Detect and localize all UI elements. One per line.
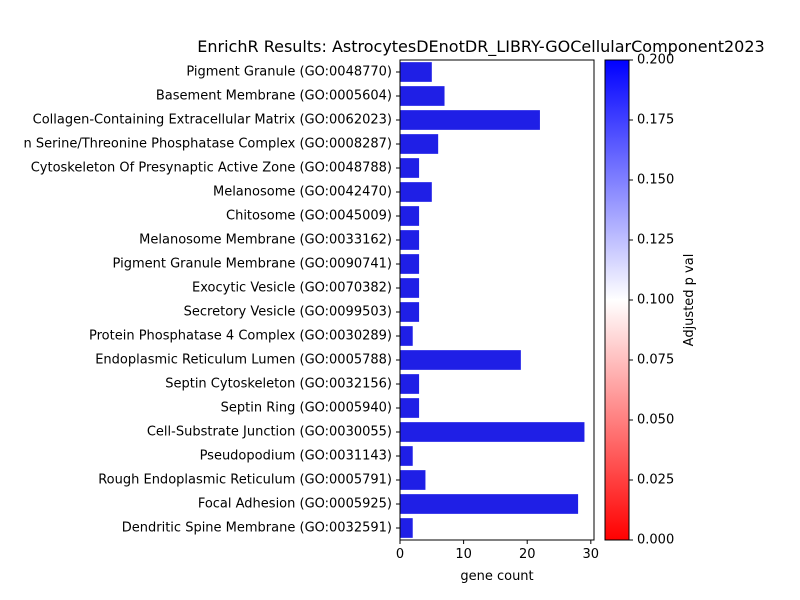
bar (400, 86, 445, 106)
bar (400, 230, 420, 250)
colorbar-tick-label: 0.025 (637, 473, 674, 488)
y-tick-label: Basement Membrane (GO:0005604) (156, 89, 392, 104)
y-tick-label: n Serine/Threonine Phosphatase Complex (… (24, 137, 393, 152)
bar (400, 110, 540, 130)
bar (400, 134, 439, 154)
x-tick-label: 20 (519, 547, 536, 562)
y-tick-label: Pigment Granule (GO:0048770) (186, 65, 392, 80)
bar (400, 182, 432, 202)
bars-group (400, 62, 585, 538)
y-tick-label: Pseudopodium (GO:0031143) (200, 449, 392, 464)
colorbar-tick-label: 0.100 (637, 293, 674, 308)
y-tick-label: Pigment Granule Membrane (GO:0090741) (113, 257, 392, 272)
x-tick-label: 0 (396, 547, 404, 562)
colorbar-tick-label: 0.000 (637, 533, 674, 548)
bar (400, 446, 413, 466)
y-tick-label: Septin Cytoskeleton (GO:0032156) (165, 377, 392, 392)
colorbar-tick-label: 0.175 (637, 113, 674, 128)
y-tick-label: Melanosome Membrane (GO:0033162) (139, 233, 392, 248)
y-tick-label: Endoplasmic Reticulum Lumen (GO:0005788) (95, 353, 392, 368)
x-tick-label: 30 (583, 547, 600, 562)
y-tick-label: Secretory Vesicle (GO:0099503) (184, 305, 392, 320)
bar (400, 398, 420, 418)
y-tick-label: Cell-Substrate Junction (GO:0030055) (147, 425, 392, 440)
colorbar-tick-label: 0.200 (637, 53, 674, 68)
y-tick-label: Rough Endoplasmic Reticulum (GO:0005791) (98, 473, 392, 488)
colorbar-ticks: 0.000 0.025 0.050 0.075 0.100 0.125 0.150 0.175… (629, 53, 674, 548)
bar (400, 350, 521, 370)
bar (400, 206, 420, 226)
y-tick-label: Focal Adhesion (GO:0005925) (198, 497, 392, 512)
bar (400, 62, 432, 82)
x-tick-label: 10 (455, 547, 472, 562)
colorbar-tick-label: 0.050 (637, 413, 674, 428)
plot-area-frame (399, 59, 595, 541)
y-tick-label: Collagen-Containing Extracellular Matrix… (33, 113, 392, 128)
bar (400, 302, 420, 322)
y-tick-label: Dendritic Spine Membrane (GO:0032591) (122, 521, 392, 536)
y-tick-label: Protein Phosphatase 4 Complex (GO:003028… (89, 329, 392, 344)
colorbar-tick-label: 0.125 (637, 233, 674, 248)
colorbar (604, 59, 630, 541)
colorbar-tick-label: 0.075 (637, 353, 674, 368)
y-tick-label: Chitosome (GO:0045009) (226, 209, 392, 224)
colorbar-label: Adjusted p val (682, 254, 697, 347)
bar (400, 278, 420, 298)
bar (400, 326, 413, 346)
y-tick-labels: Pigment Granule (GO:0048770) Basement Mem… (24, 65, 400, 536)
y-tick-label: Cytoskeleton Of Presynaptic Active Zone … (31, 161, 392, 176)
bar (400, 254, 420, 274)
bar (400, 158, 420, 178)
bar (400, 374, 420, 394)
x-ticks: 0 10 20 30 (396, 540, 599, 562)
bar (400, 422, 585, 442)
x-axis-label: gene count (460, 569, 533, 584)
y-tick-label: Septin Ring (GO:0005940) (221, 401, 392, 416)
bar (400, 470, 426, 490)
y-tick-label: Exocytic Vesicle (GO:0070382) (192, 281, 392, 296)
chart-title: EnrichR Results: AstrocytesDEnotDR_LIBRY… (197, 37, 764, 57)
colorbar-tick-label: 0.150 (637, 173, 674, 188)
bar (400, 518, 413, 538)
bar (400, 494, 579, 514)
y-tick-label: Melanosome (GO:0042470) (213, 185, 392, 200)
